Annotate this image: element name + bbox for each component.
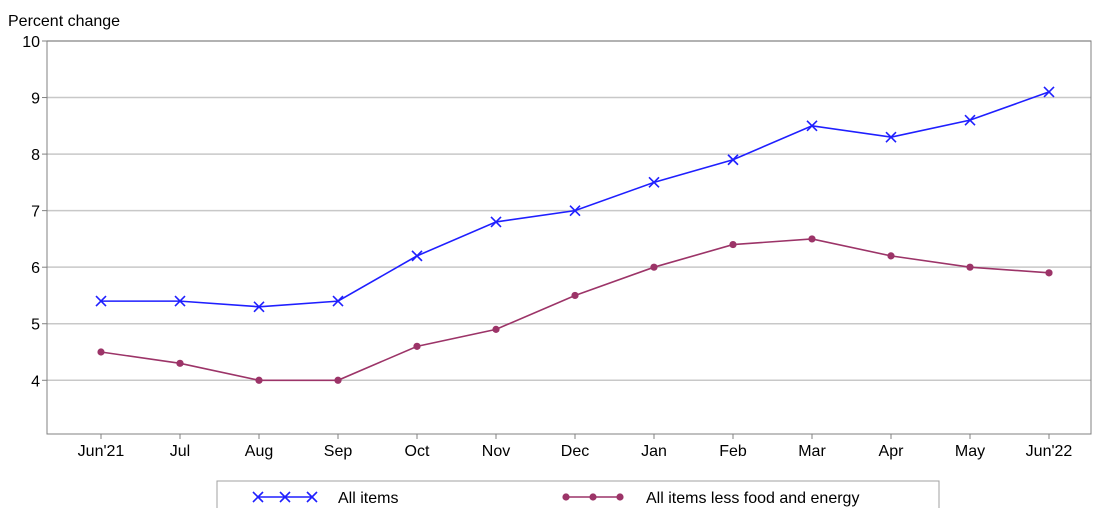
data-point [490,216,502,228]
series-line [101,91,1050,308]
x-tick-label: Sep [324,443,353,460]
data-point [887,252,895,260]
data-point [806,120,818,132]
y-axis-title: Percent change [8,13,120,30]
legend-marker [252,491,264,503]
data-point [334,376,342,384]
y-tick-label: 7 [31,204,40,221]
y-tick-label: 6 [31,260,40,277]
data-point [255,376,263,384]
x-tick-label: Jun'21 [78,443,125,460]
legend-item-0: All items [252,490,398,507]
legend-marker [589,493,597,501]
y-tick-label: 5 [31,317,40,334]
legend-marker [562,493,570,501]
x-tick-label: Jun'22 [1026,443,1073,460]
y-axis-ticks: 4 5 6 7 8 9 10 [22,34,47,390]
data-point [569,205,581,217]
legend-label: All items [338,490,398,507]
y-tick-label: 9 [31,91,40,108]
data-point [648,176,660,188]
x-tick-label: Apr [879,443,905,460]
data-point [492,325,500,333]
data-point [1045,269,1053,277]
legend-marker [306,491,318,503]
x-axis-ticks: Jun'21 Jul Aug Sep Oct Nov Dec Jan Feb Mar Apr May J… [78,434,1073,460]
data-point [964,114,976,126]
x-tick-label: Oct [405,443,430,460]
data-point [727,154,739,166]
x-tick-label: Mar [798,443,826,460]
data-point [332,295,344,307]
data-point [176,359,184,367]
y-tick-label: 8 [31,147,40,164]
data-point [650,263,658,271]
data-point [966,263,974,271]
legend-marker [279,491,291,503]
gridlines [47,40,1091,382]
data-point [571,291,579,300]
series-line [100,238,1050,382]
data-point [1043,86,1055,98]
data-point [885,131,897,143]
series-0 [95,86,1055,313]
data-point [808,235,816,243]
x-tick-label: Jul [170,443,190,460]
data-point [411,250,423,262]
legend-marker [616,493,624,501]
legend-label: All items less food and energy [646,490,859,507]
series-1 [97,235,1053,384]
x-tick-label: Aug [245,443,273,460]
plot-frame [46,40,1092,435]
x-tick-label: Dec [561,443,589,460]
x-tick-label: Jan [641,443,667,460]
data-point [97,348,105,356]
legend-item-1: All items less food and energy [562,490,859,507]
legend-items: All items All items less food and energy [252,490,859,507]
series-layer [95,86,1055,384]
data-point [95,295,107,307]
y-tick-label: 10 [22,34,40,51]
data-point [729,240,737,249]
y-tick-label: 4 [31,373,40,390]
data-point [413,342,421,350]
x-tick-label: May [955,443,985,460]
x-tick-label: Nov [482,443,510,460]
x-tick-label: Feb [719,443,747,460]
data-point [174,295,186,307]
data-point [253,301,265,313]
legend: All items All items less food and energy [216,480,940,508]
legend-box [216,480,940,508]
